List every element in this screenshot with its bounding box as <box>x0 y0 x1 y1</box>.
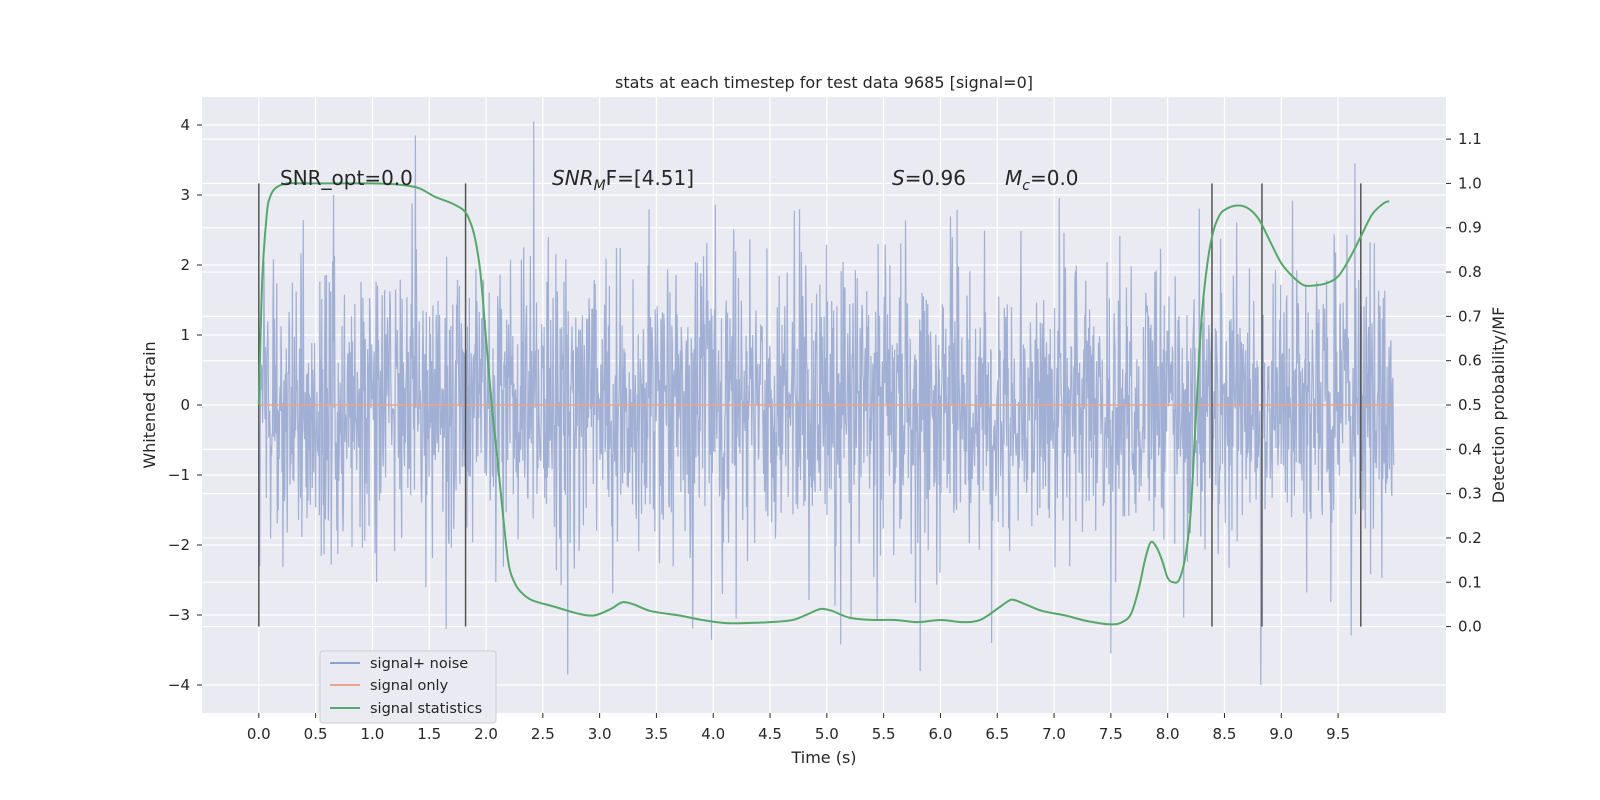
x-tick-label: 6.0 <box>929 725 953 743</box>
y2-tick-label: 1.1 <box>1458 130 1482 148</box>
legend: signal+ noise signal only signal statist… <box>319 650 497 724</box>
x-tick-label: 5.0 <box>815 725 839 743</box>
series-signal-statistics <box>257 182 1390 626</box>
y-axis-label: Whitened strain <box>140 341 159 468</box>
y2-tick-label: 0.8 <box>1458 263 1482 281</box>
y2-tick-label: 0.6 <box>1458 352 1482 370</box>
x-tick-label: 0.0 <box>247 725 271 743</box>
y-tick-label: 1 <box>180 326 190 344</box>
x-tick-label: 2.0 <box>474 725 498 743</box>
x-tick-label: 1.0 <box>360 725 384 743</box>
x-tick-label: 3.0 <box>588 725 612 743</box>
y2-tick-label: 0.1 <box>1458 573 1482 591</box>
annotation-snr-opt: SNR_opt=0.0 <box>280 166 413 190</box>
annotation-snr-mf-base: SNR <box>552 166 594 190</box>
y-tick-label: 2 <box>180 256 190 274</box>
x-tick-label: 7.5 <box>1099 725 1123 743</box>
annotation-snr-mf-rest: F=[4.51] <box>606 166 694 190</box>
x-tick-label: 4.5 <box>758 725 782 743</box>
annotation-snr-mf: SNRMF=[4.51] <box>552 166 694 194</box>
y2-tick-label: 0.3 <box>1458 485 1482 503</box>
annotation-mc: Mc=0.0 <box>1005 166 1079 194</box>
annotation-s: S=0.96 <box>892 166 966 190</box>
y2-tick-label: 0.2 <box>1458 529 1482 547</box>
x-tick-label: 9.5 <box>1326 725 1350 743</box>
y2-tick-label: 0.9 <box>1458 219 1482 237</box>
annotation-snr-mf-sub: M <box>594 178 606 194</box>
x-tick-label: 4.0 <box>701 725 725 743</box>
legend-label-signal-only: signal only <box>370 678 449 694</box>
chart-title: stats at each timestep for test data 968… <box>615 73 1033 92</box>
y-tick-label: −4 <box>168 676 190 694</box>
annotations: SNR_opt=0.0 SNRMF=[4.51] S=0.96 Mc=0.0 <box>280 166 1079 194</box>
x-axis-label: Time (s) <box>790 748 856 767</box>
x-tick-label: 5.5 <box>872 725 896 743</box>
x-tick-label: 6.5 <box>985 725 1009 743</box>
signal-statistics-line <box>257 182 1390 626</box>
y2-tick-label: 0.0 <box>1458 618 1482 636</box>
y-tick-label: −1 <box>168 466 190 484</box>
x-axis-ticks: 0.0 0.5 1.0 1.5 2.0 2.5 3.0 3.5 4.0 4.5 5.0 5.5 6.0 6… <box>247 713 1350 743</box>
annotation-s-value: =0.96 <box>905 166 966 190</box>
legend-label-signal-plus-noise: signal+ noise <box>370 656 468 672</box>
y2-tick-label: 1.0 <box>1458 174 1482 192</box>
y-tick-label: −2 <box>168 536 190 554</box>
y2-axis-label: Detection probability/MF <box>1489 307 1508 504</box>
x-tick-label: 9.0 <box>1269 725 1293 743</box>
x-tick-label: 2.5 <box>531 725 555 743</box>
y-tick-label: −3 <box>168 606 190 624</box>
y2-tick-label: 0.7 <box>1458 307 1482 325</box>
legend-box <box>319 650 497 724</box>
x-tick-label: 0.5 <box>304 725 328 743</box>
series-signal-plus-noise <box>258 121 1395 686</box>
y-tick-label: 4 <box>180 116 190 134</box>
y2-axis-ticks: 1.1 1.0 0.9 0.8 0.7 0.6 0.5 0.4 0.3 0.2 0.1 0.0 <box>1446 130 1482 636</box>
annotation-mc-letter: M <box>1005 166 1022 190</box>
x-tick-label: 7.0 <box>1042 725 1066 743</box>
y-axis-ticks: 4 3 2 1 0 −1 −2 −3 −4 <box>168 116 202 694</box>
annotation-mc-value: =0.0 <box>1030 166 1079 190</box>
x-tick-label: 8.5 <box>1213 725 1237 743</box>
annotation-s-letter: S <box>892 166 905 190</box>
y-tick-label: 0 <box>180 396 190 414</box>
y2-tick-label: 0.5 <box>1458 396 1482 414</box>
x-tick-label: 1.5 <box>417 725 441 743</box>
x-tick-label: 3.5 <box>644 725 668 743</box>
y2-tick-label: 0.4 <box>1458 440 1482 458</box>
x-tick-label: 8.0 <box>1156 725 1180 743</box>
legend-label-signal-statistics: signal statistics <box>370 701 482 717</box>
signal-plus-noise-line <box>258 121 1395 686</box>
annotation-mc-sub: c <box>1022 178 1030 194</box>
y-tick-label: 3 <box>180 186 190 204</box>
